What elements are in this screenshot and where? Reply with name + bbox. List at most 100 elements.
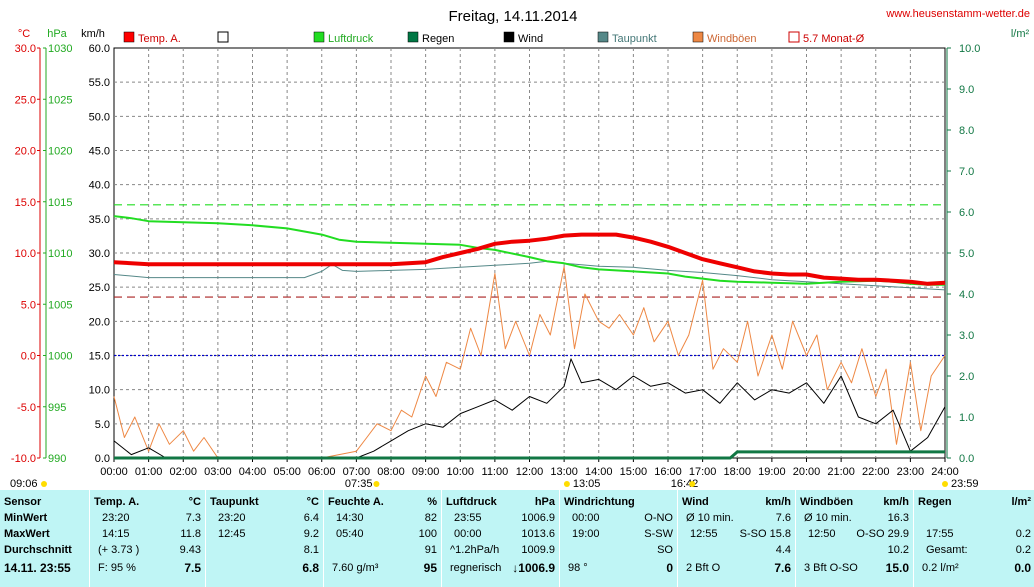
rain-footer-l: 0.2 l/m² xyxy=(922,562,959,574)
axes: 00:00 01:00 02:00 03:00 04:00 05:00 06:00 07:00… xyxy=(11,43,981,478)
temp-avg-val: 9.43 xyxy=(179,544,201,556)
wind-tick-label: 60.0 xyxy=(89,43,110,55)
wind-tick-label: 0.0 xyxy=(95,453,110,465)
temp-min-time: 23:20 xyxy=(102,512,130,524)
legend-label: Luftdruck xyxy=(328,33,374,45)
wind-tick-label: 20.0 xyxy=(89,316,110,328)
legend: Temp. A. Luftdruck Regen Wind Taupunkt Windbö… xyxy=(123,31,865,45)
unit-temp: °C xyxy=(18,28,30,40)
chart-title: Freitag, 14.11.2014 xyxy=(449,8,578,25)
press-max-time: 00:00 xyxy=(454,528,482,540)
wind-max-time: 12:55 xyxy=(690,528,718,540)
legend-label: Temp. A. xyxy=(138,33,181,45)
col-sensor: Sensor MinWert MaxWert Durchschnitt 14.1… xyxy=(0,490,88,587)
dir-min-time: 00:00 xyxy=(572,512,600,524)
legend-swatch xyxy=(407,31,419,43)
legend-label: Wind xyxy=(518,33,543,45)
wind-tick-label: 55.0 xyxy=(89,77,110,89)
dew-footer-r: 6.8 xyxy=(302,561,319,575)
press-min-time: 23:55 xyxy=(454,512,482,524)
x-tick-label: 22:00 xyxy=(862,466,890,478)
col-gusts: Windböen km/h Ø 10 min. 16.3 12:50 O-SO 29.… xyxy=(795,490,913,587)
dir-min-val: O-NO xyxy=(644,512,673,524)
dew-unit: °C xyxy=(306,496,319,508)
temp-avg-note: (+ 3.73 ) xyxy=(98,544,140,556)
temp-unit: °C xyxy=(188,496,201,508)
dew-min-time: 23:20 xyxy=(218,512,246,524)
temp-tick-label: 15.0 xyxy=(15,197,36,209)
x-tick-label: 23:00 xyxy=(897,466,925,478)
time-marker-label: 23:59 xyxy=(951,478,979,490)
dir-footer-r: 0 xyxy=(666,561,673,575)
weather-chart: Freitag, 14.11.2014 www.heusenstamm-wett… xyxy=(10,8,1030,490)
legend-label: Taupunkt xyxy=(612,33,657,45)
stats-panel: Sensor MinWert MaxWert Durchschnitt 14.1… xyxy=(0,490,1034,587)
rain-tick-label: 5.0 xyxy=(959,248,974,260)
dew-min-val: 6.4 xyxy=(303,512,319,524)
legend-swatch xyxy=(313,31,325,43)
x-tick-label: 04:00 xyxy=(239,466,267,478)
wind-footer-r: 7.6 xyxy=(774,561,791,575)
gust-footer-l: 3 Bft O-SO xyxy=(804,562,858,574)
wind-min-val: 7.6 xyxy=(775,512,791,524)
x-tick-label: 05:00 xyxy=(273,466,301,478)
wind-tick-label: 30.0 xyxy=(89,248,110,260)
wind-tick-label: 5.0 xyxy=(95,419,110,431)
temp-tick-label: 10.0 xyxy=(15,248,36,260)
x-tick-label: 24:00 xyxy=(931,466,959,478)
legend-swatch xyxy=(503,31,515,43)
legend-swatch xyxy=(692,31,704,43)
grid xyxy=(113,47,946,459)
gust-max-val: O-SO 29.9 xyxy=(856,528,909,540)
rain-footer-r: 0.0 xyxy=(1014,561,1031,575)
dir-header: Windrichtung xyxy=(564,496,635,508)
dir-avg-val: SO xyxy=(657,544,673,556)
x-tick-label: 01:00 xyxy=(135,466,163,478)
temp-tick-label: 5.0 xyxy=(21,299,36,311)
rain-max-time: 17:55 xyxy=(926,528,954,540)
x-tick-label: 13:00 xyxy=(550,466,578,478)
rain-tick-label: 1.0 xyxy=(959,412,974,424)
series-pressure xyxy=(113,215,945,286)
wind-tick-label: 15.0 xyxy=(89,351,110,363)
dew-header: Taupunkt xyxy=(210,496,259,508)
unit-rain: l/m² xyxy=(1011,28,1030,40)
hum-max-val: 100 xyxy=(418,528,437,540)
sensor-header: Sensor xyxy=(4,496,42,508)
legend-swatch xyxy=(217,31,229,43)
wind-header: Wind xyxy=(682,496,709,508)
legend-label: Windböen xyxy=(707,33,757,45)
press-footer-l: regnerisch xyxy=(450,562,502,574)
gust-min-time: Ø 10 min. xyxy=(804,512,852,524)
x-tick-label: 08:00 xyxy=(377,466,405,478)
wind-tick-label: 50.0 xyxy=(89,111,110,123)
wind-tick-label: 40.0 xyxy=(89,180,110,192)
sun-icon xyxy=(41,481,47,487)
series-temp xyxy=(113,232,946,286)
press-unit: hPa xyxy=(534,496,555,508)
pressure-tick-label: 1015 xyxy=(48,197,72,209)
sun-icon xyxy=(563,481,570,487)
gust-footer-r: 15.0 xyxy=(885,561,909,575)
temp-tick-label: 0.0 xyxy=(21,351,36,363)
rain-tick-label: 3.0 xyxy=(959,330,974,342)
press-max-val: 1013.6 xyxy=(521,528,555,540)
sun-icon xyxy=(942,481,948,487)
x-tick-label: 14:00 xyxy=(585,466,613,478)
rain-tick-label: 0.0 xyxy=(959,453,974,465)
pressure-tick-label: 1000 xyxy=(48,351,72,363)
dir-max-time: 19:00 xyxy=(572,528,600,540)
col-humidity: Feuchte A.% 14:30 82 05:40 100 91 7.60 g/m… xyxy=(323,490,441,587)
legend-swatch xyxy=(597,31,609,43)
gust-unit: km/h xyxy=(883,496,909,508)
time-marker-label: 13:05 xyxy=(573,478,601,490)
col-dewpoint: Taupunkt °C 23:20 6.4 12:45 9.2 8.1 6.8 xyxy=(205,490,323,587)
temp-tick-label: -10.0 xyxy=(11,453,36,465)
x-tick-label: 20:00 xyxy=(793,466,821,478)
rain-avg-val: 0.2 xyxy=(1015,544,1031,556)
wind-footer-l: 2 Bft O xyxy=(686,562,721,574)
press-min-val: 1006.9 xyxy=(521,512,555,524)
x-tick-label: 07:00 xyxy=(343,466,371,478)
series-lines xyxy=(113,215,946,460)
dir-footer-l: 98 ° xyxy=(568,562,588,574)
